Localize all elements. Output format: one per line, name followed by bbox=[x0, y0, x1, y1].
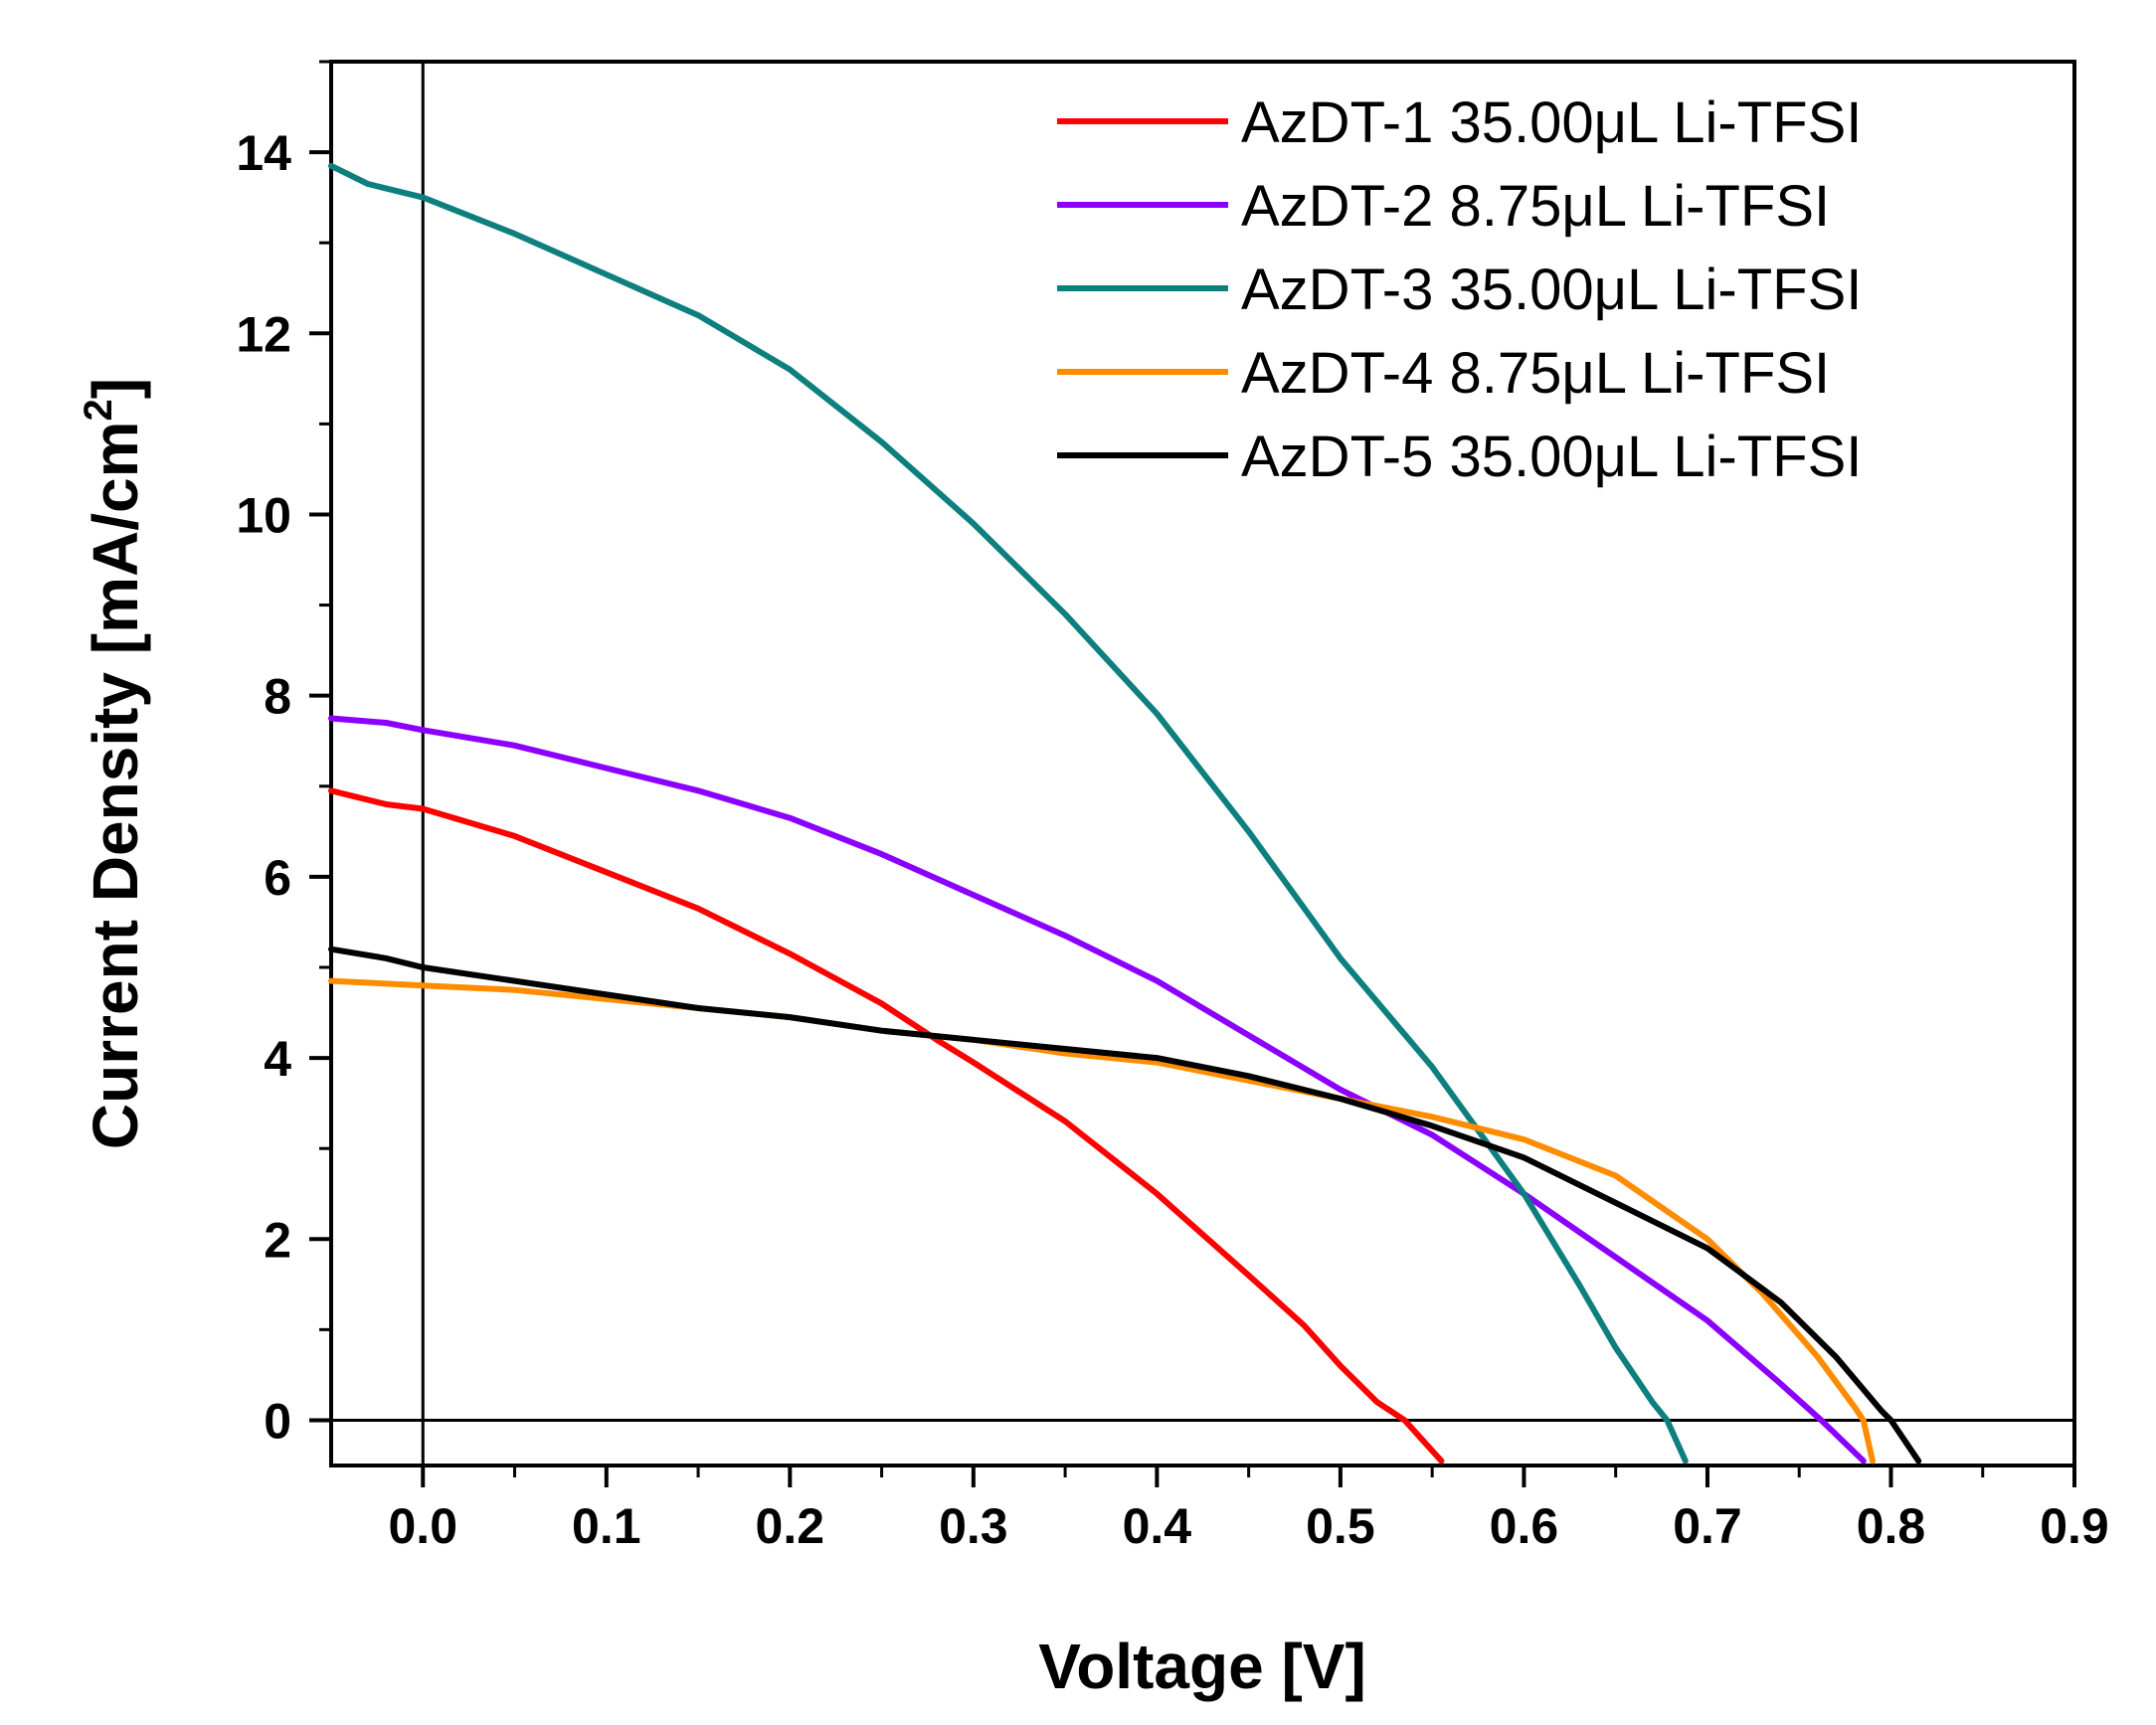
y-axis-title: Current Density [mA/cm2] bbox=[77, 378, 151, 1149]
y-axis-title-sup: 2 bbox=[77, 399, 120, 421]
x-tick-label: 0.2 bbox=[756, 1498, 825, 1554]
series-line-2 bbox=[328, 715, 1867, 1465]
series-line-3 bbox=[328, 162, 1689, 1465]
ticks bbox=[309, 60, 2076, 1487]
y-tick-label: 2 bbox=[264, 1212, 291, 1268]
y-tick-label: 4 bbox=[264, 1031, 291, 1087]
plot-frame bbox=[329, 60, 2076, 1467]
series-line-5 bbox=[328, 946, 1922, 1465]
y-tick-label: 12 bbox=[236, 306, 291, 362]
x-axis-title: Voltage [V] bbox=[1038, 1631, 1366, 1702]
x-tick-label: 0.9 bbox=[2040, 1498, 2109, 1554]
y-tick-label: 0 bbox=[264, 1393, 291, 1449]
x-tick-label: 0.8 bbox=[1857, 1498, 1926, 1554]
series-lines bbox=[328, 162, 1922, 1465]
x-tick-label: 0.7 bbox=[1673, 1498, 1742, 1554]
series-line-1 bbox=[328, 787, 1445, 1465]
y-axis-title-main: Current Density [mA/cm bbox=[80, 421, 151, 1149]
x-tick-label: 0.5 bbox=[1306, 1498, 1375, 1554]
y-tick-label: 6 bbox=[264, 850, 291, 906]
y-tick-label: 8 bbox=[264, 669, 291, 725]
y-tick-label: 14 bbox=[236, 125, 291, 181]
x-tick-label: 0.1 bbox=[572, 1498, 641, 1554]
legend-label-4: AzDT-4 8.75μL Li-TFSI bbox=[1241, 341, 1830, 406]
legend-label-3: AzDT-3 35.00μL Li-TFSI bbox=[1241, 258, 1862, 322]
x-tick-label: 0.3 bbox=[939, 1498, 1008, 1554]
y-tick-label: 10 bbox=[236, 487, 291, 543]
x-tick-label: 0.0 bbox=[389, 1498, 458, 1554]
legend-label-2: AzDT-2 8.75μL Li-TFSI bbox=[1241, 174, 1830, 239]
legend: AzDT-1 35.00μL Li-TFSI AzDT-2 8.75μL Li-T… bbox=[1057, 90, 1862, 489]
series-line-4 bbox=[328, 977, 1876, 1465]
tick-labels: 0.0 0.1 0.2 0.3 0.4 0.5 0.6 0.7 0.8 0.9 0 2 4 6 8 10 12 1… bbox=[236, 125, 2108, 1554]
zero-lines bbox=[331, 62, 2074, 1466]
legend-label-1: AzDT-1 35.00μL Li-TFSI bbox=[1241, 90, 1862, 155]
legend-label-5: AzDT-5 35.00μL Li-TFSI bbox=[1241, 425, 1862, 489]
x-tick-label: 0.6 bbox=[1490, 1498, 1559, 1554]
y-axis-title-end: ] bbox=[80, 378, 151, 399]
x-tick-label: 0.4 bbox=[1123, 1498, 1192, 1554]
